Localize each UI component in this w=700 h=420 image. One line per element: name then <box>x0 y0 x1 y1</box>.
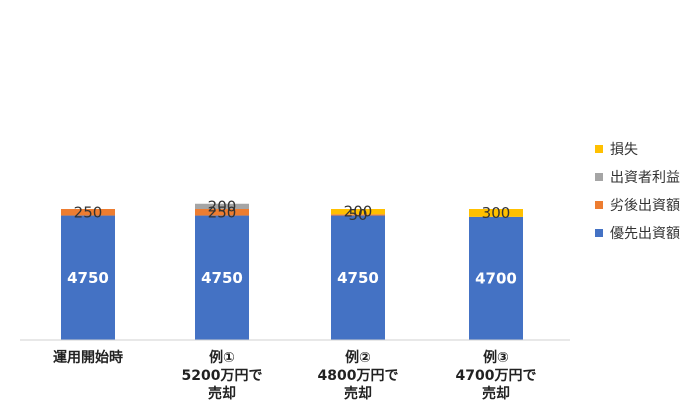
category-label: 売却 <box>344 385 372 402</box>
legend-entry: 優先出資額 <box>610 226 680 242</box>
category-label: 4700万円で <box>456 368 537 384</box>
bar-segment <box>469 216 523 340</box>
data-label: 4750 <box>201 269 243 287</box>
data-label: 50 <box>348 206 367 224</box>
bar-segment <box>195 203 249 209</box>
data-label: 300 <box>482 204 511 222</box>
bar-segment <box>195 209 249 216</box>
category-label: 売却 <box>482 385 510 402</box>
legend-entry: 劣後出資額 <box>610 198 680 214</box>
legend-entry: 損失 <box>610 142 638 158</box>
bar-segment <box>469 209 523 217</box>
category-label: 売却 <box>208 385 236 402</box>
bar-segment <box>331 214 385 216</box>
bar-segment <box>331 209 385 215</box>
data-label: 4700 <box>475 269 517 287</box>
legend-swatch <box>595 229 603 237</box>
bar-segment <box>195 215 249 340</box>
category-label: 4800万円で <box>318 368 399 384</box>
data-label: 4750 <box>337 269 379 287</box>
data-label: 250 <box>74 203 103 221</box>
category-label: 例③ <box>483 349 509 366</box>
category-label: 例① <box>209 349 235 366</box>
data-label: 200 <box>208 197 237 215</box>
legend-swatch <box>595 201 603 209</box>
legend-entry: 出資者利益 <box>610 170 680 186</box>
data-label: 250 <box>208 203 237 221</box>
data-label: 200 <box>344 203 373 221</box>
bar-segment <box>331 215 385 340</box>
bars-layer <box>61 203 523 340</box>
category-label: 5200万円で <box>182 368 263 384</box>
data-label: 4750 <box>67 269 109 287</box>
bar-segment <box>61 215 115 340</box>
category-label: 運用開始時 <box>53 349 123 366</box>
legend-swatch <box>595 145 603 153</box>
bar-segment <box>61 209 115 216</box>
category-label: 例② <box>345 349 371 366</box>
legend-swatch <box>595 173 603 181</box>
